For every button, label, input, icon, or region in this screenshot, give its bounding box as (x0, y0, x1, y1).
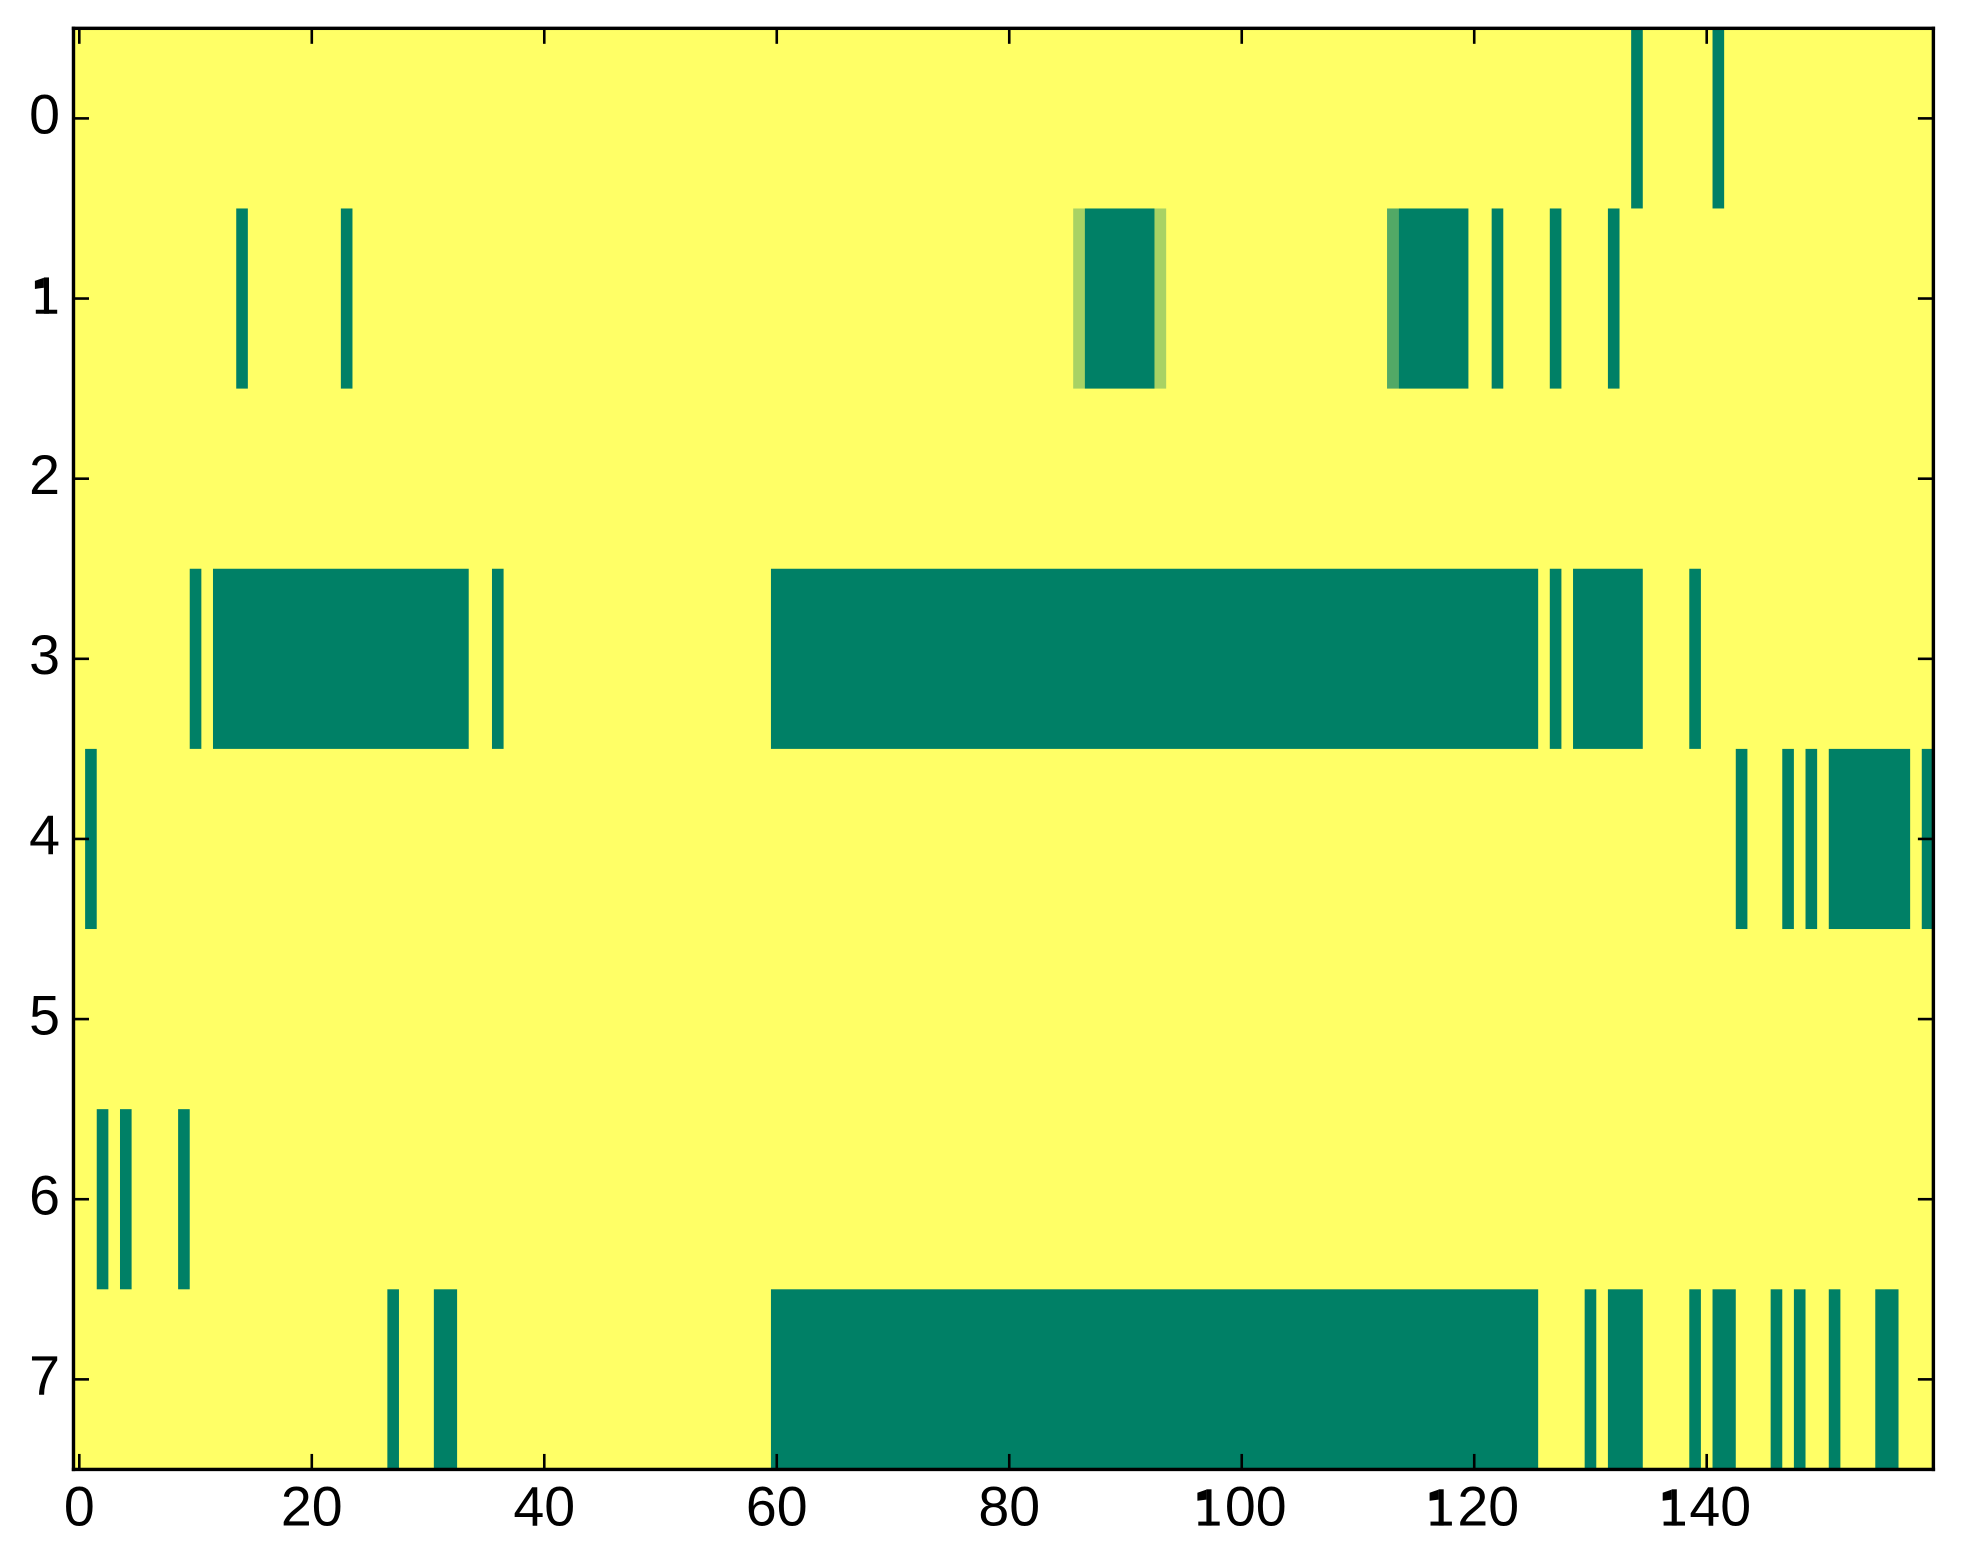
svg-text:7: 7 (29, 1345, 60, 1407)
svg-text:60: 60 (746, 1476, 808, 1538)
svg-text:0: 0 (29, 84, 60, 146)
svg-text:2: 2 (29, 444, 60, 506)
svg-text:3: 3 (29, 624, 60, 686)
svg-text:0: 0 (64, 1476, 95, 1538)
svg-text:20: 20 (281, 1476, 343, 1538)
svg-text:40: 40 (1689, 1476, 1751, 1538)
svg-text:40: 40 (513, 1476, 575, 1538)
svg-text:6: 6 (29, 1164, 60, 1226)
svg-text:20: 20 (1457, 1476, 1519, 1538)
svg-text:00: 00 (1225, 1476, 1287, 1538)
svg-text:80: 80 (978, 1476, 1040, 1538)
svg-text:4: 4 (29, 804, 60, 866)
svg-text:5: 5 (29, 984, 60, 1046)
